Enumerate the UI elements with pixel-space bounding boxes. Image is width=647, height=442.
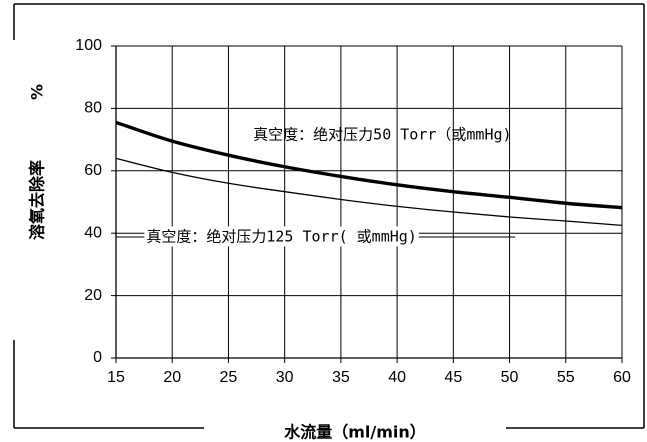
y-tick-label: 100 (75, 37, 102, 54)
axes (111, 45, 623, 363)
y-tick-label: 40 (84, 224, 102, 241)
y-axis-title: 溶氧去除率 (28, 160, 47, 240)
x-tick-label: 40 (388, 369, 406, 386)
annotation-label: 真空度：绝对压力125 Torr( 或mmHg) (146, 227, 416, 245)
series-line-s50 (115, 120, 623, 210)
annotation-label: 真空度：绝对压力50 Torr（或mmHg) (253, 125, 511, 143)
y-axis-unit: % (28, 84, 47, 100)
y-tick-label: 80 (84, 100, 102, 117)
y-axis-title-group: 溶氧去除率 (28, 160, 47, 240)
x-tick-label: 15 (107, 369, 125, 386)
x-axis-title: 水流量（ml/min） (284, 423, 426, 442)
x-tick-label: 30 (276, 369, 294, 386)
x-tick-labels: 15 20 25 30 35 40 45 50 55 60 (107, 369, 631, 386)
x-tick-label: 45 (444, 369, 462, 386)
x-tick-label: 20 (163, 369, 181, 386)
annotation-label-background (144, 226, 419, 247)
y-axis-unit-group: % (28, 84, 47, 100)
y-tick-labels: 0 20 40 60 80 100 (75, 37, 102, 366)
series-lines (115, 120, 623, 227)
y-tick-label: 0 (93, 349, 102, 366)
x-tick-label: 25 (220, 369, 238, 386)
series-line-s125 (115, 157, 623, 227)
x-tick-label: 35 (332, 369, 350, 386)
x-tick-label: 60 (613, 369, 631, 386)
x-tick-label: 55 (557, 369, 575, 386)
outer-frame (13, 3, 645, 429)
x-tick-label: 50 (501, 369, 519, 386)
y-tick-label: 60 (84, 162, 102, 179)
annotations: 真空度：绝对压力50 Torr（或mmHg) 真空度：绝对压力125 Torr( … (116, 125, 516, 247)
y-tick-label: 20 (84, 287, 102, 304)
